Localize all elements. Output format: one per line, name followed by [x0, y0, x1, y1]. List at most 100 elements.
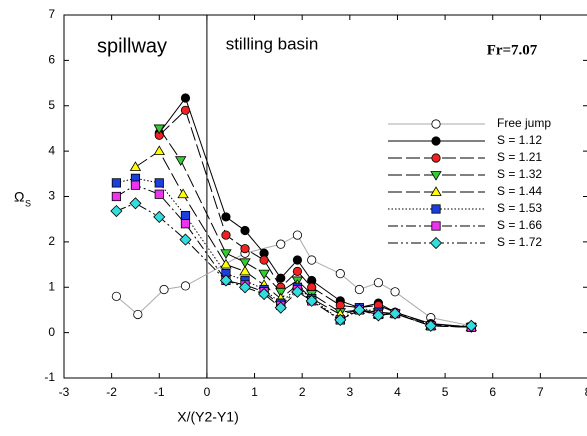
marker [259, 255, 269, 265]
marker [431, 136, 441, 146]
annotation: stilling basin [226, 34, 319, 53]
y-tick-label: 5 [48, 98, 55, 112]
y-tick-label: 3 [48, 189, 55, 203]
marker [430, 186, 442, 196]
marker [372, 309, 385, 322]
marker [240, 244, 250, 254]
marker [154, 189, 164, 199]
marker [220, 249, 232, 260]
marker [159, 284, 169, 295]
marker [129, 197, 142, 210]
marker [258, 269, 270, 280]
y-tick-label: -1 [44, 370, 55, 384]
marker [111, 178, 121, 188]
marker [180, 93, 191, 103]
marker [292, 255, 303, 265]
marker [292, 230, 303, 240]
legend-label: S = 1.72 [497, 235, 542, 249]
series [110, 197, 478, 332]
marker [424, 319, 437, 332]
marker [334, 313, 347, 326]
marker [390, 287, 400, 297]
marker [354, 284, 364, 295]
marker [179, 233, 192, 246]
legend-label: S = 1.44 [497, 184, 542, 198]
marker [431, 204, 441, 214]
marker [221, 212, 231, 222]
marker [153, 210, 166, 223]
marker [305, 294, 318, 307]
y-tick-label: 4 [48, 143, 55, 157]
legend-label: S = 1.66 [497, 218, 542, 232]
series-line [116, 177, 472, 328]
legend: Free jump S = 1.12 S = 1.21 S = 1.32 S = 1.4… [388, 116, 551, 249]
marker [239, 258, 251, 269]
legend-label: S = 1.53 [497, 201, 542, 215]
marker [220, 258, 232, 269]
marker [111, 191, 121, 202]
marker [431, 153, 441, 163]
marker [240, 225, 250, 236]
legend-label: Free jump [497, 116, 551, 130]
legend-label: S = 1.12 [497, 133, 542, 147]
y-tick-label: 2 [48, 234, 55, 248]
y-tick-label: 7 [48, 7, 55, 21]
y-axis-label: Ω [14, 189, 24, 205]
x-tick-label: 3 [346, 385, 353, 399]
legend-label: S = 1.32 [497, 167, 542, 181]
y-tick-label: 1 [48, 279, 55, 293]
marker [431, 221, 441, 231]
marker [133, 309, 143, 320]
marker [180, 210, 191, 221]
marker [429, 236, 443, 250]
marker [219, 274, 233, 287]
marker [276, 239, 286, 249]
marker [239, 265, 251, 276]
annotation: Fr=7.07 [487, 42, 538, 58]
x-tick-label: 1 [251, 385, 258, 399]
annotation: spillway [97, 35, 167, 57]
marker [431, 119, 441, 129]
marker [291, 285, 304, 298]
marker [258, 287, 271, 301]
y-axis-label-subscript: S [25, 198, 31, 208]
x-axis-label: X/(Y2-Y1) [177, 409, 238, 425]
marker [153, 145, 165, 156]
x-tick-label: 6 [489, 385, 496, 399]
series-line [116, 234, 472, 327]
marker [373, 278, 383, 288]
marker [180, 281, 191, 291]
marker [177, 188, 189, 199]
marker [430, 171, 442, 181]
series-line [116, 184, 472, 328]
x-tick-label: 2 [299, 385, 306, 399]
x-tick-label: -3 [59, 385, 70, 399]
marker [465, 319, 478, 332]
marker [307, 255, 317, 265]
marker [389, 307, 402, 320]
y-tick-label: 0 [48, 325, 55, 339]
series [111, 180, 476, 332]
series [111, 230, 476, 331]
marker [180, 105, 191, 115]
marker [275, 287, 287, 298]
marker [175, 156, 187, 166]
marker [153, 124, 165, 135]
marker [276, 273, 286, 283]
series [111, 173, 476, 332]
marker [292, 266, 303, 276]
x-tick-label: 8 [585, 385, 587, 399]
y-tick-label: 6 [48, 53, 55, 67]
marker [238, 281, 252, 294]
x-tick-label: 4 [394, 385, 401, 399]
x-tick-label: 0 [204, 385, 211, 399]
marker [335, 269, 345, 279]
series-line [116, 202, 472, 327]
x-tick-label: -2 [106, 385, 117, 399]
x-tick-label: 5 [442, 385, 449, 399]
marker [111, 291, 122, 301]
marker [130, 180, 141, 190]
marker [353, 303, 366, 317]
